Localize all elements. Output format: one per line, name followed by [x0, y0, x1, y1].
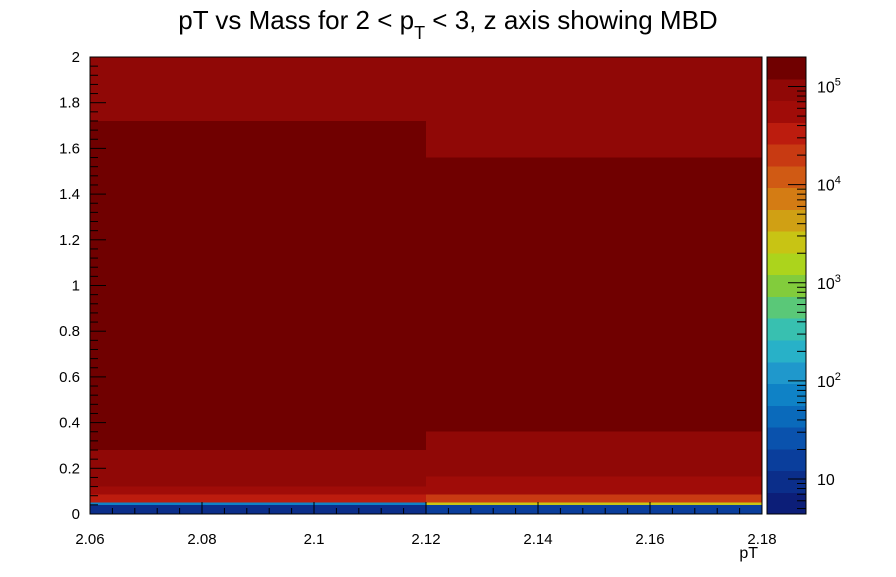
x-tick-label: 2.1 [304, 531, 325, 548]
color-scale-segment [767, 252, 806, 276]
color-scale-segment [767, 274, 806, 297]
heatmap-cell [90, 502, 426, 505]
heatmap-cells [90, 57, 762, 514]
y-tick-label: 1.2 [59, 232, 80, 249]
color-scale-segment [767, 122, 806, 145]
x-tick-label: 2.08 [187, 531, 216, 548]
color-scale-frame [766, 56, 807, 515]
color-scale-segment [767, 470, 806, 493]
y-tick-label: 1.4 [59, 186, 80, 203]
heatmap-cell [90, 494, 426, 503]
z-tick-label: 104 [817, 175, 841, 195]
color-scale-segment [767, 231, 806, 254]
color-scale-bar: 10 102 103 104 105 [766, 56, 841, 515]
color-scale-segment [767, 296, 806, 319]
heatmap-cell [90, 504, 426, 514]
chart-title: pT vs Mass for 2 < pT < 3, z axis showin… [178, 5, 717, 43]
heatmap-cell [426, 431, 762, 477]
heatmap-cell [426, 157, 762, 432]
x-axis-title: pT [739, 545, 758, 562]
z-tick-label: 102 [817, 371, 841, 391]
y-tick-label: 1 [72, 278, 80, 295]
color-scale-segment [767, 492, 806, 515]
heatmap-cell [90, 486, 426, 495]
color-scale-segment [767, 187, 806, 210]
color-scale-segment [767, 361, 806, 385]
title-subscript: T [414, 23, 425, 43]
heatmap-cell [90, 450, 426, 487]
heatmap-cell [90, 120, 426, 451]
x-tick-label: 2.16 [635, 531, 664, 548]
plot-axes: 2.06 2.08 2.1 2.12 2.14 2.16 2.18 0 0.2 0.4 0.6 0.8… [59, 49, 776, 548]
title-prefix: pT vs Mass for 2 < p [178, 5, 414, 35]
y-tick-label: 0.8 [59, 323, 80, 340]
color-scale-segment [767, 100, 806, 123]
heatmap-cell [90, 57, 426, 121]
z-tick-label: 103 [817, 273, 841, 293]
color-scale-segment [767, 57, 806, 80]
z-tick-label: 105 [817, 77, 841, 97]
color-scale-segment [767, 209, 806, 232]
y-tick-label: 2 [72, 49, 80, 66]
heatmap-cell [426, 494, 762, 503]
color-scale-segment [767, 426, 806, 450]
heatmap-cell [426, 502, 762, 505]
color-scale-segment [767, 383, 806, 406]
color-scale-segment [767, 318, 806, 341]
y-tick-label: 1.8 [59, 95, 80, 112]
color-scale-segment [767, 405, 806, 428]
color-scale-segment [767, 165, 806, 189]
x-tick-label: 2.14 [523, 531, 552, 548]
z-tick-label: 10 [817, 472, 835, 489]
color-scale-segment [767, 448, 806, 472]
heatmap-cell [426, 504, 762, 514]
title-suffix: < 3, z axis showing MBD [425, 5, 718, 35]
y-tick-label: 0.4 [59, 415, 80, 432]
y-tick-label: 0 [72, 506, 80, 523]
color-scale-segment [767, 78, 806, 102]
heatmap-cell [426, 57, 762, 158]
y-tick-label: 0.2 [59, 460, 80, 477]
x-tick-label: 2.12 [411, 531, 440, 548]
heatmap-cell [426, 476, 762, 495]
y-tick-label: 1.6 [59, 140, 80, 157]
color-scale-segment [767, 144, 806, 167]
y-tick-label: 0.6 [59, 369, 80, 386]
color-scale-segment [767, 339, 806, 363]
x-tick-label: 2.18 [747, 531, 776, 548]
x-tick-label: 2.06 [75, 531, 104, 548]
